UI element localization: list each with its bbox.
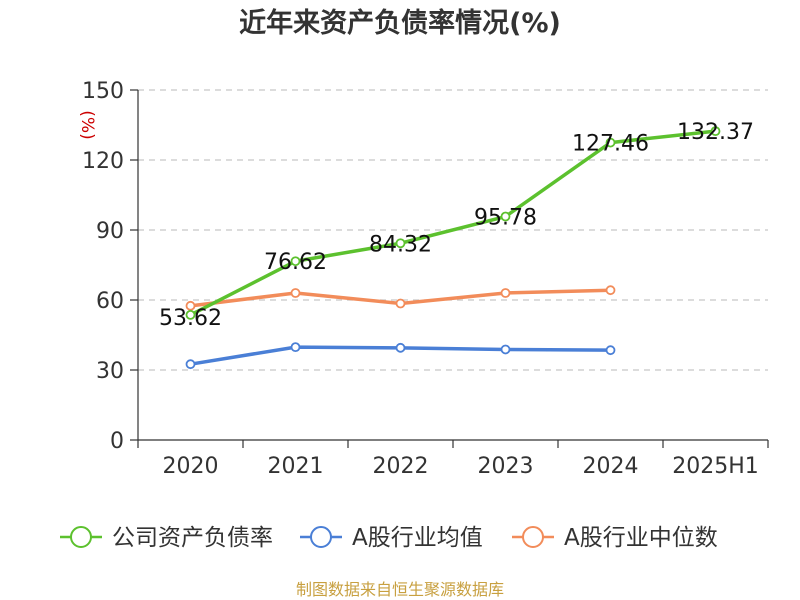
data-point [605,285,616,296]
legend-label: A股行业均值 [352,525,483,551]
data-point [290,288,301,298]
data-point [710,126,721,137]
y-tick-label: 120 [82,149,124,174]
legend-marker [522,526,544,548]
data-point [290,342,301,353]
data-label: 84.32 [369,232,432,257]
data-labels: 53.62 76.62 84.32 95.78 127.46 132.37 [159,120,754,331]
data-point [185,359,196,370]
data-point [395,342,406,353]
data-point [605,137,616,148]
data-label: 95.78 [474,206,537,231]
series-group [185,126,721,370]
series-line [189,129,716,317]
data-label: 76.62 [264,250,327,275]
chart-title: 近年来资产负债率情况(%) [239,7,561,39]
x-tick-label: 2022 [373,454,429,479]
data-point [185,309,196,320]
y-tick-label: 60 [96,289,124,314]
legend-label: 公司资产负债率 [112,525,273,551]
x-tick-label: 2025H1 [672,454,759,479]
legend-label: A股行业中位数 [564,525,718,551]
data-label: 53.62 [159,306,222,331]
x-tick-label: 2021 [268,454,324,479]
data-point [605,345,616,356]
data-point [500,211,511,222]
data-point [185,300,196,311]
legend: 公司资产负债率 A股行业均值 A股行业中位数 [60,525,718,551]
y-tick-label: 0 [110,429,124,454]
x-tick-label: 2020 [163,454,219,479]
y-tick-labels: 0 30 60 90 120 150 [82,79,124,454]
y-tick-label: 30 [96,359,124,384]
data-point [395,298,406,309]
data-point [290,256,301,267]
data-label: 127.46 [572,132,649,157]
y-tick-label: 150 [82,79,124,104]
data-point [500,344,511,355]
x-tick-labels: 2020 2021 2022 2023 2024 2025H1 [163,454,759,479]
data-point [395,238,406,249]
x-tick-label: 2023 [478,454,534,479]
legend-marker [310,526,332,548]
y-axis-unit: (%) [77,110,97,139]
data-point [500,288,511,298]
x-tick-label: 2024 [583,454,639,479]
data-label: 132.37 [677,120,754,145]
y-tick-label: 90 [96,219,124,244]
axes [130,89,769,448]
source-note: 制图数据来自恒生聚源数据库 [296,580,504,599]
legend-marker [70,526,92,548]
